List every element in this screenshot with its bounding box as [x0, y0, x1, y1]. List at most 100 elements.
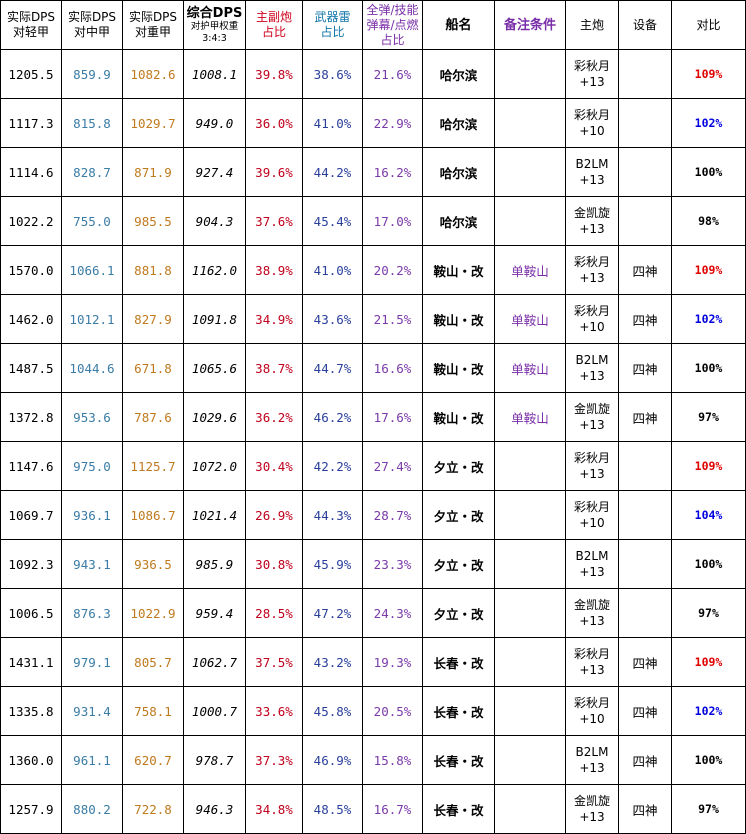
cell-weapon-share: 46.2% [302, 392, 363, 442]
cell-dps-total: 1062.7 [183, 637, 246, 687]
cell-ratio: 102% [671, 686, 746, 736]
cell-dps-medium: 815.8 [61, 98, 123, 148]
cell-dps-medium: 1044.6 [61, 343, 123, 393]
cell-dps-total: 927.4 [183, 147, 246, 197]
cell-note [494, 588, 566, 638]
main-gun-name: 彩秋月 [573, 647, 610, 661]
header-ship-name: 船名 [422, 0, 495, 50]
cell-dps-light: 1487.5 [0, 343, 62, 393]
main-gun-name: 金凯旋 [573, 598, 610, 612]
cell-dps-total: 959.4 [183, 588, 246, 638]
cell-dps-light: 1335.8 [0, 686, 62, 736]
cell-other-share: 23.3% [362, 539, 423, 589]
cell-ship-name: 哈尔滨 [422, 98, 495, 148]
table-row: 1069.7 936.1 1086.7 1021.4 26.9% 44.3% 28.7% 夕立… [0, 490, 746, 540]
cell-other-share: 21.6% [362, 49, 423, 99]
cell-other-share: 24.3% [362, 588, 423, 638]
table-row: 1462.0 1012.1 827.9 1091.8 34.9% 43.6% 21.5% 鞍山… [0, 294, 746, 344]
cell-note: 单鞍山 [494, 392, 566, 442]
header-medium-armor: 实际DPS 对中甲 [61, 0, 123, 50]
table-row: 1147.6 975.0 1125.7 1072.0 30.4% 42.2% 27.4% 夕立… [0, 441, 746, 491]
header-equipment: 设备 [618, 0, 672, 50]
cell-dps-heavy: 827.9 [122, 294, 184, 344]
cell-dps-total: 949.0 [183, 98, 246, 148]
cell-other-share: 27.4% [362, 441, 423, 491]
cell-dps-total: 1162.0 [183, 245, 246, 295]
table-header: 实际DPS 对轻甲 实际DPS 对中甲 实际DPS 对重甲 综合DPS 对护甲权… [0, 0, 746, 50]
cell-ship-name: 夕立・改 [422, 441, 495, 491]
cell-weapon-share: 46.9% [302, 735, 363, 785]
main-gun-level: +13 [579, 173, 605, 187]
main-gun-name: 彩秋月 [573, 304, 610, 318]
cell-dps-light: 1147.6 [0, 441, 62, 491]
cell-ratio: 102% [671, 98, 746, 148]
cell-dps-heavy: 1125.7 [122, 441, 184, 491]
cell-equipment: 四神 [618, 294, 672, 344]
cell-ship-name: 夕立・改 [422, 539, 495, 589]
cell-weapon-share: 44.7% [302, 343, 363, 393]
cell-main-gun: 彩秋月 +10 [565, 686, 619, 736]
table-body: 1205.5 859.9 1082.6 1008.1 39.8% 38.6% 21.6% 哈尔… [0, 49, 746, 834]
main-gun-level: +13 [579, 418, 605, 432]
table-row: 1487.5 1044.6 671.8 1065.6 38.7% 44.7% 16.6% 鞍山… [0, 343, 746, 393]
main-gun-name: 金凯旋 [573, 206, 610, 220]
cell-dps-heavy: 985.5 [122, 196, 184, 246]
cell-equipment: 四神 [618, 686, 672, 736]
cell-main-gun: 金凯旋 +13 [565, 392, 619, 442]
cell-weapon-share: 45.9% [302, 539, 363, 589]
cell-ratio: 109% [671, 245, 746, 295]
cell-other-share: 19.3% [362, 637, 423, 687]
cell-equipment [618, 539, 672, 589]
cell-main-share: 38.7% [245, 343, 303, 393]
cell-weapon-share: 43.6% [302, 294, 363, 344]
cell-main-share: 38.9% [245, 245, 303, 295]
cell-main-gun: 彩秋月 +10 [565, 490, 619, 540]
cell-dps-medium: 979.1 [61, 637, 123, 687]
table-row: 1006.5 876.3 1022.9 959.4 28.5% 47.2% 24.3% 夕立・… [0, 588, 746, 638]
cell-dps-medium: 1066.1 [61, 245, 123, 295]
main-gun-level: +13 [579, 565, 605, 579]
cell-main-gun: 金凯旋 +13 [565, 588, 619, 638]
cell-dps-total: 1029.6 [183, 392, 246, 442]
cell-dps-light: 1092.3 [0, 539, 62, 589]
cell-other-share: 17.6% [362, 392, 423, 442]
cell-dps-light: 1360.0 [0, 735, 62, 785]
main-gun-level: +13 [579, 614, 605, 628]
main-gun-level: +13 [579, 663, 605, 677]
cell-dps-total: 1065.6 [183, 343, 246, 393]
cell-note [494, 147, 566, 197]
cell-dps-medium: 961.1 [61, 735, 123, 785]
cell-ratio: 97% [671, 784, 746, 834]
cell-ratio: 98% [671, 196, 746, 246]
cell-other-share: 16.2% [362, 147, 423, 197]
cell-main-share: 36.0% [245, 98, 303, 148]
cell-ship-name: 长春・改 [422, 686, 495, 736]
table-row: 1022.2 755.0 985.5 904.3 37.6% 45.4% 17.0% 哈尔滨 金… [0, 196, 746, 246]
main-gun-name: 彩秋月 [573, 108, 610, 122]
cell-note: 单鞍山 [494, 245, 566, 295]
cell-main-share: 37.6% [245, 196, 303, 246]
cell-ship-name: 哈尔滨 [422, 49, 495, 99]
cell-other-share: 21.5% [362, 294, 423, 344]
cell-ship-name: 鞍山・改 [422, 245, 495, 295]
cell-main-share: 39.8% [245, 49, 303, 99]
main-gun-level: +13 [579, 75, 605, 89]
header-main-gun: 主炮 [565, 0, 619, 50]
cell-weapon-share: 48.5% [302, 784, 363, 834]
cell-equipment: 四神 [618, 343, 672, 393]
cell-weapon-share: 47.2% [302, 588, 363, 638]
table-row: 1360.0 961.1 620.7 978.7 37.3% 46.9% 15.8% 长春・改… [0, 735, 746, 785]
main-gun-name: 金凯旋 [573, 402, 610, 416]
cell-weapon-share: 43.2% [302, 637, 363, 687]
cell-main-share: 34.9% [245, 294, 303, 344]
cell-weapon-share: 41.0% [302, 245, 363, 295]
cell-main-share: 37.5% [245, 637, 303, 687]
cell-main-gun: 彩秋月 +13 [565, 441, 619, 491]
cell-weapon-share: 45.8% [302, 686, 363, 736]
table-row: 1205.5 859.9 1082.6 1008.1 39.8% 38.6% 21.6% 哈尔… [0, 49, 746, 99]
cell-main-share: 33.6% [245, 686, 303, 736]
cell-dps-total: 946.3 [183, 784, 246, 834]
cell-dps-total: 1008.1 [183, 49, 246, 99]
cell-main-share: 30.4% [245, 441, 303, 491]
cell-ratio: 97% [671, 588, 746, 638]
